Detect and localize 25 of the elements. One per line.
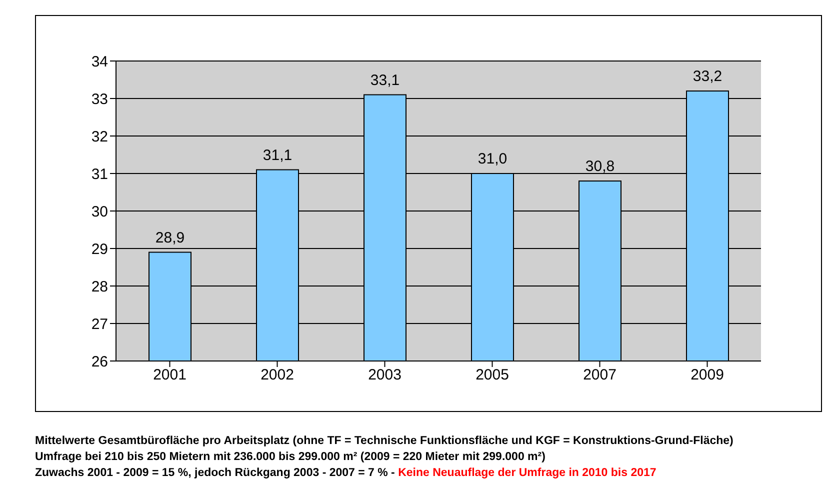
data-label: 31,1	[262, 146, 292, 164]
x-tick-label: 2007	[583, 366, 616, 384]
y-tick-label: 33	[91, 90, 108, 108]
data-label: 28,9	[155, 229, 185, 246]
data-label: 30,8	[585, 158, 615, 175]
y-tick-label: 26	[91, 353, 108, 370]
y-tick-label: 32	[91, 128, 108, 146]
y-tick-label: 29	[91, 240, 108, 258]
x-tick-label: 2002	[260, 366, 294, 384]
y-tick-label: 31	[91, 166, 108, 183]
data-label: 33,2	[692, 68, 722, 85]
y-tick-label: 28	[91, 278, 108, 296]
x-tick-label: 2001	[153, 366, 186, 384]
x-tick-label: 2003	[368, 366, 402, 384]
data-label: 33,1	[370, 72, 400, 89]
y-tick-label: 30	[91, 203, 108, 220]
text: Zuwachs 2001 - 2009 = 15 %, jedoch Rückgang 2003 - 2007 = 7 % -	[35, 467, 396, 479]
y-tick-label: 34	[91, 53, 108, 70]
x-tick-label: 2005	[476, 366, 509, 384]
text: Umfrage bei 210 bis 250 Mietern mit 236.000 bis 299.000 m² (2009 = 220 Mieter mit 299.000 m²)	[35, 450, 546, 465]
text: Mittelwerte Gesamtbürofläche pro Arbeitsplatz (ohne TF = Technische Funktionsfläche und KGF = Konstruktions-Grund-Fläche)	[35, 434, 734, 449]
text: Keine Neuauflage der Umfrage in 2010 bis 2017	[398, 467, 656, 479]
y-tick-label: 27	[91, 316, 108, 333]
data-label: 31,0	[478, 150, 508, 168]
x-tick-label: 2009	[690, 366, 724, 384]
